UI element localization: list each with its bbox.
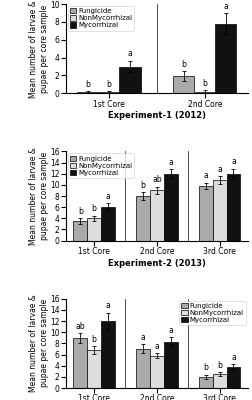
- Text: a: a: [154, 342, 159, 351]
- Bar: [194, 92, 214, 93]
- Bar: [212, 374, 226, 388]
- Text: ab: ab: [151, 175, 161, 184]
- Bar: [226, 367, 239, 388]
- Text: a: a: [105, 302, 110, 310]
- Text: b: b: [203, 363, 207, 372]
- Bar: [172, 76, 194, 93]
- Bar: [73, 338, 87, 388]
- Text: b: b: [91, 335, 96, 344]
- Text: b: b: [77, 207, 82, 216]
- Legend: Fungicide, NonMycorrhizal, Mycorrhizal: Fungicide, NonMycorrhizal, Mycorrhizal: [68, 6, 134, 30]
- X-axis label: Experiment-2 (2013): Experiment-2 (2013): [108, 259, 205, 268]
- Text: a: a: [216, 165, 221, 174]
- Bar: [87, 350, 101, 388]
- Text: a: a: [223, 2, 227, 11]
- Bar: [77, 92, 98, 93]
- X-axis label: Experiment-1 (2012): Experiment-1 (2012): [107, 111, 205, 120]
- Bar: [212, 180, 226, 241]
- Text: a: a: [230, 158, 235, 166]
- Text: b: b: [91, 204, 96, 213]
- Text: a: a: [230, 353, 235, 362]
- Bar: [73, 221, 87, 241]
- Y-axis label: Mean number of larvae &
pupae per core sample: Mean number of larvae & pupae per core s…: [29, 147, 48, 245]
- Text: a: a: [168, 326, 172, 335]
- Bar: [98, 92, 119, 93]
- Bar: [149, 190, 163, 241]
- Text: ab: ab: [75, 322, 85, 330]
- Legend: Fungicide, NonMycorrhizal, Mycorrhizal: Fungicide, NonMycorrhizal, Mycorrhizal: [68, 154, 134, 178]
- Text: b: b: [216, 361, 221, 370]
- Text: b: b: [140, 181, 145, 190]
- Y-axis label: Mean number of larvae &
pupae per core sample: Mean number of larvae & pupae per core s…: [29, 294, 48, 392]
- Bar: [198, 186, 212, 241]
- Bar: [136, 349, 149, 388]
- Legend: Fungicide, NonMycorrhizal, Mycorrhizal: Fungicide, NonMycorrhizal, Mycorrhizal: [178, 301, 245, 325]
- Text: b: b: [202, 79, 206, 88]
- Bar: [214, 24, 236, 93]
- Bar: [163, 342, 177, 388]
- Text: a: a: [105, 192, 110, 201]
- Bar: [226, 174, 239, 241]
- Bar: [119, 66, 140, 93]
- Bar: [149, 356, 163, 388]
- Bar: [101, 321, 114, 388]
- Text: a: a: [203, 171, 207, 180]
- Bar: [87, 218, 101, 241]
- Text: a: a: [127, 50, 132, 58]
- Bar: [101, 207, 114, 241]
- Text: b: b: [180, 60, 185, 69]
- Y-axis label: Mean number of larvae &
pupae per core sample: Mean number of larvae & pupae per core s…: [29, 0, 48, 98]
- Bar: [136, 196, 149, 241]
- Text: a: a: [168, 158, 172, 167]
- Text: b: b: [85, 80, 90, 89]
- Text: a: a: [140, 333, 145, 342]
- Text: b: b: [106, 80, 111, 89]
- Bar: [198, 377, 212, 388]
- Bar: [163, 174, 177, 241]
